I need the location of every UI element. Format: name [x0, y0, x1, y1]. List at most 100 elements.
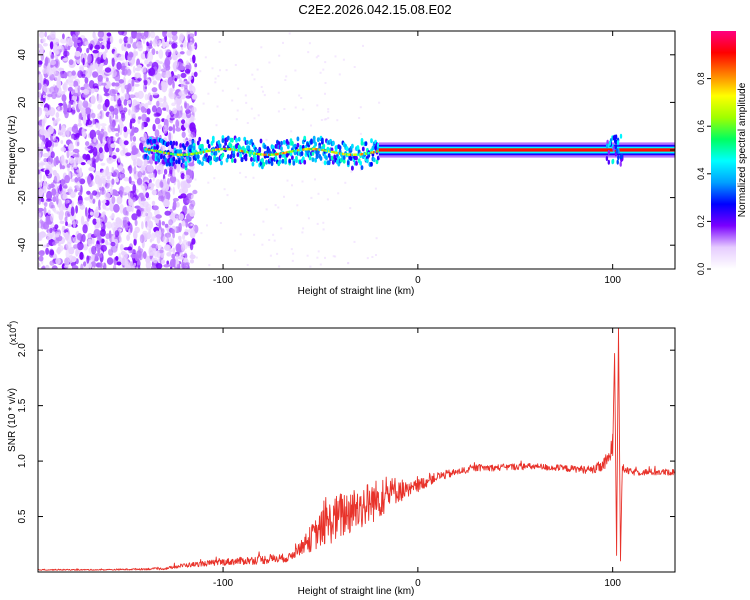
noise-blob [162, 31, 167, 38]
noise-blob [183, 231, 189, 236]
noise-speck [350, 170, 353, 173]
noise-blob [126, 234, 130, 241]
noise-blob [60, 38, 67, 44]
noise-blob [137, 171, 143, 179]
noise-speck [219, 222, 222, 224]
noise-blob [139, 142, 144, 151]
noise-blob [106, 41, 111, 50]
noise-blob [181, 220, 186, 227]
noise-blob [130, 129, 134, 137]
signal-blob [172, 156, 176, 162]
noise-blob [151, 87, 158, 93]
noise-blob [55, 257, 61, 265]
noise-speck [184, 251, 187, 254]
noise-blob [139, 234, 145, 244]
noise-blob [172, 107, 178, 115]
noise-blob [173, 48, 178, 56]
noise-blob [177, 179, 181, 190]
noise-blob [182, 205, 188, 216]
colorbar-tick-label: 0.8 [696, 72, 706, 85]
noise-blob [45, 198, 53, 202]
noise-blob [99, 152, 105, 160]
noise-blob [131, 31, 138, 39]
noise-blob [38, 255, 44, 262]
noise-blob [97, 180, 103, 190]
noise-blob [111, 69, 117, 78]
noise-blob [129, 266, 135, 269]
signal-blob [243, 136, 247, 142]
noise-blob [178, 222, 182, 233]
noise-blob [115, 132, 120, 137]
noise-blob [113, 203, 120, 213]
noise-speck [298, 94, 301, 97]
noise-blob [54, 119, 59, 124]
y-tick-label: 2.0 [17, 343, 28, 357]
noise-blob [111, 89, 119, 95]
noise-blob [155, 214, 162, 219]
noise-blob [127, 109, 131, 116]
signal-blob [314, 141, 317, 147]
noise-blob [45, 247, 49, 255]
noise-speck [278, 54, 281, 57]
noise-blob [95, 218, 103, 223]
noise-blob [68, 59, 74, 66]
noise-speck [202, 102, 205, 105]
noise-blob [147, 164, 153, 173]
noise-blob [165, 104, 169, 113]
x-tick-label: 0 [415, 578, 421, 589]
noise-speck [251, 73, 254, 76]
noise-blob [84, 220, 89, 226]
signal-blob [190, 144, 193, 150]
noise-blob [46, 236, 52, 241]
noise-blob [81, 233, 86, 243]
noise-blob [66, 149, 70, 159]
signal-blob [250, 157, 253, 162]
noise-speck [214, 81, 217, 84]
signal-blob [265, 159, 268, 165]
noise-speck [208, 264, 211, 267]
noise-blob [77, 85, 81, 93]
noise-blob [181, 131, 186, 138]
noise-speck [217, 75, 220, 78]
noise-blob [38, 162, 41, 167]
signal-blob [312, 135, 316, 141]
noise-blob [136, 152, 141, 157]
noise-blob [100, 175, 107, 184]
signal-blob [146, 155, 150, 161]
noise-blob [115, 147, 120, 153]
noise-blob [151, 105, 157, 113]
noise-blob [80, 86, 85, 91]
noise-blob [46, 190, 53, 201]
signal-blob [351, 165, 354, 171]
noise-blob [58, 67, 65, 72]
disturbance-blob [619, 133, 623, 139]
noise-blob [182, 233, 186, 240]
noise-speck [307, 51, 310, 54]
signal-blob [316, 149, 320, 155]
noise-blob [161, 228, 165, 234]
noise-blob [189, 83, 193, 92]
signal-blob [175, 159, 178, 165]
noise-blob [149, 182, 153, 186]
noise-blob [134, 72, 138, 80]
noise-blob [110, 96, 114, 102]
signal-blob [311, 151, 315, 156]
noise-blob [133, 165, 137, 175]
signal-blob [345, 146, 349, 152]
noise-blob [47, 109, 52, 116]
noise-blob [50, 151, 55, 159]
noise-blob [180, 80, 185, 90]
noise-speck [252, 176, 255, 179]
noise-blob [163, 168, 168, 175]
noise-blob [166, 252, 172, 257]
noise-blob [170, 238, 175, 247]
noise-speck [268, 61, 271, 64]
noise-blob [87, 233, 91, 239]
noise-blob [49, 40, 54, 50]
noise-speck [265, 208, 268, 211]
noise-blob [110, 241, 116, 247]
y-tick-label: -20 [17, 190, 28, 205]
noise-blob [46, 140, 52, 148]
noise-blob [68, 247, 75, 255]
noise-speck [332, 255, 335, 258]
